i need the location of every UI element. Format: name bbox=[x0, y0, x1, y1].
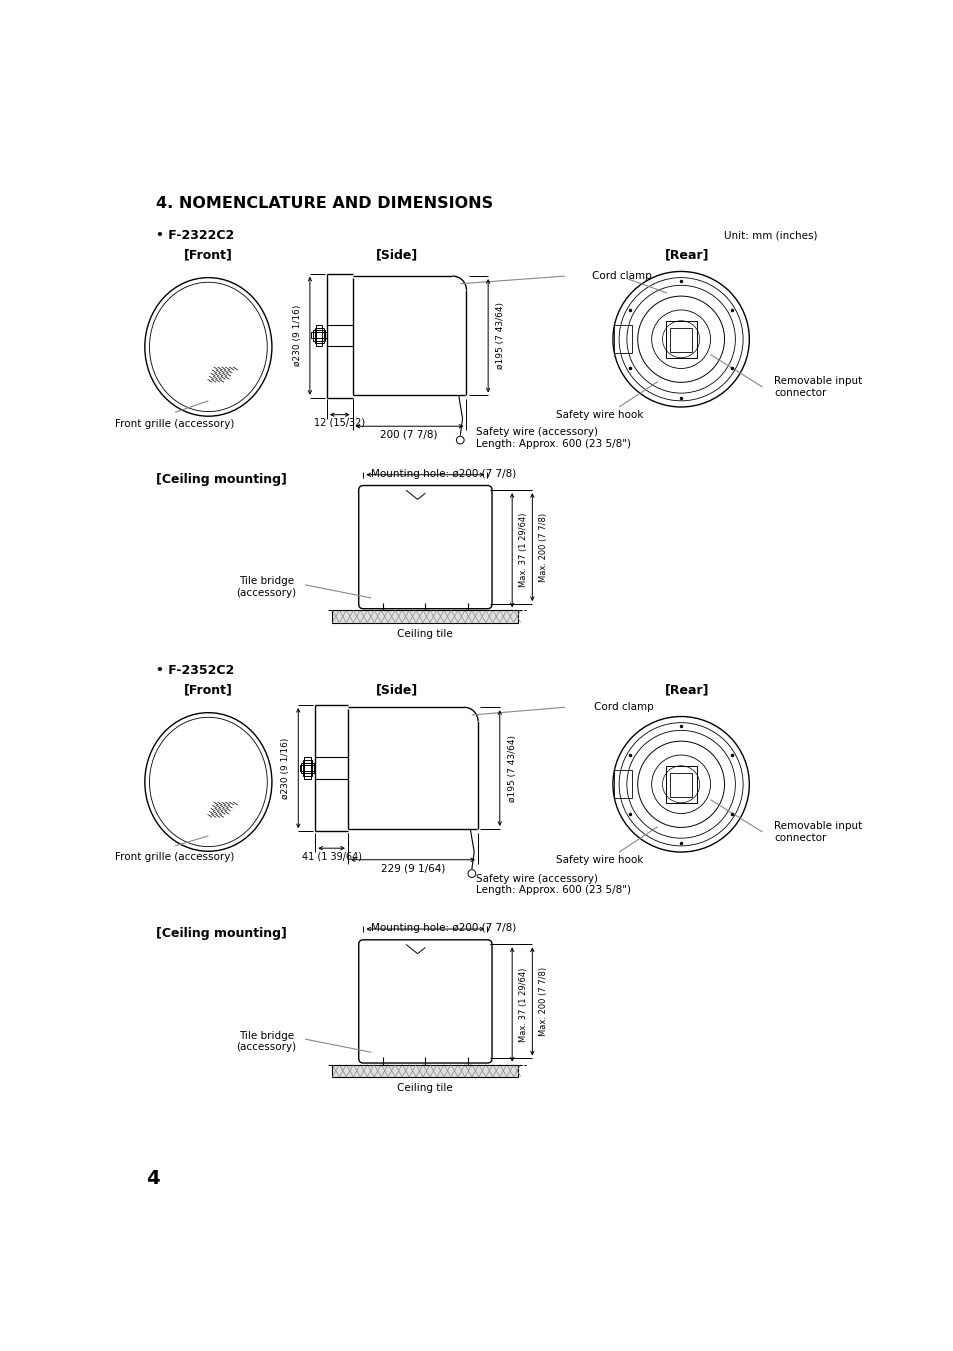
Text: Safety wire hook: Safety wire hook bbox=[556, 409, 642, 420]
Text: Cord clamp: Cord clamp bbox=[592, 272, 651, 281]
Bar bbox=[314, 328, 323, 343]
Text: Mounting hole: ø200 (7 7/8): Mounting hole: ø200 (7 7/8) bbox=[371, 923, 516, 934]
Text: ø230 (9 1/16): ø230 (9 1/16) bbox=[281, 738, 290, 798]
Text: Cord clamp: Cord clamp bbox=[593, 703, 653, 712]
Text: [Ceiling mounting]: [Ceiling mounting] bbox=[156, 473, 287, 486]
Text: ø230 (9 1/16): ø230 (9 1/16) bbox=[293, 305, 302, 366]
Bar bbox=[332, 1065, 517, 1077]
Text: [Rear]: [Rear] bbox=[664, 684, 709, 696]
Text: 4. NOMENCLATURE AND DIMENSIONS: 4. NOMENCLATURE AND DIMENSIONS bbox=[156, 196, 493, 211]
Text: Max. 200 (7 7/8): Max. 200 (7 7/8) bbox=[538, 967, 547, 1036]
Text: Max. 37 (1 29/64): Max. 37 (1 29/64) bbox=[518, 967, 527, 1042]
Text: Front grille (accessory): Front grille (accessory) bbox=[115, 419, 234, 428]
Text: [Front]: [Front] bbox=[184, 684, 233, 696]
Text: Safety wire (accessory)
Length: Approx. 600 (23 5/8"): Safety wire (accessory) Length: Approx. … bbox=[476, 874, 630, 896]
Text: [Front]: [Front] bbox=[184, 249, 233, 261]
Text: Removable input
connector: Removable input connector bbox=[773, 376, 862, 397]
Bar bbox=[670, 774, 691, 797]
Text: ø195 (7 43/64): ø195 (7 43/64) bbox=[496, 301, 504, 369]
Bar bbox=[614, 770, 631, 798]
Text: [Side]: [Side] bbox=[375, 249, 417, 261]
Bar bbox=[311, 332, 327, 339]
Text: Max. 200 (7 7/8): Max. 200 (7 7/8) bbox=[538, 512, 547, 582]
Bar bbox=[614, 326, 631, 353]
Text: Front grille (accessory): Front grille (accessory) bbox=[115, 852, 234, 862]
Text: Mounting hole: ø200 (7 7/8): Mounting hole: ø200 (7 7/8) bbox=[371, 469, 516, 480]
Bar bbox=[313, 330, 325, 340]
Text: Tile bridge
(accessory): Tile bridge (accessory) bbox=[236, 1031, 296, 1052]
Text: [Side]: [Side] bbox=[375, 684, 417, 696]
Text: Unit: mm (inches): Unit: mm (inches) bbox=[723, 230, 817, 240]
Bar bbox=[670, 328, 691, 351]
Text: 41 (1 39/64): 41 (1 39/64) bbox=[301, 851, 361, 862]
Bar bbox=[315, 324, 322, 346]
Text: Safety wire (accessory)
Length: Approx. 600 (23 5/8"): Safety wire (accessory) Length: Approx. … bbox=[476, 427, 630, 449]
Text: [Ceiling mounting]: [Ceiling mounting] bbox=[156, 927, 287, 940]
Bar bbox=[303, 761, 312, 775]
Text: 12 (15/32): 12 (15/32) bbox=[314, 417, 365, 427]
Text: 229 (9 1/64): 229 (9 1/64) bbox=[380, 863, 445, 873]
Text: ø195 (7 43/64): ø195 (7 43/64) bbox=[507, 735, 517, 801]
Bar bbox=[301, 763, 314, 774]
Bar bbox=[299, 765, 315, 771]
Text: Tile bridge
(accessory): Tile bridge (accessory) bbox=[236, 577, 296, 598]
Text: 200 (7 7/8): 200 (7 7/8) bbox=[380, 430, 437, 439]
Text: Removable input
connector: Removable input connector bbox=[773, 821, 862, 843]
Bar bbox=[665, 320, 696, 358]
Text: • F-2352C2: • F-2352C2 bbox=[156, 663, 234, 677]
Text: [Rear]: [Rear] bbox=[664, 249, 709, 261]
Bar bbox=[304, 758, 311, 780]
Text: Safety wire hook: Safety wire hook bbox=[556, 855, 642, 865]
Text: Max. 37 (1 29/64): Max. 37 (1 29/64) bbox=[518, 513, 527, 588]
Text: Ceiling tile: Ceiling tile bbox=[397, 630, 453, 639]
Text: 4: 4 bbox=[146, 1169, 160, 1188]
Text: Ceiling tile: Ceiling tile bbox=[397, 1084, 453, 1093]
Bar bbox=[332, 611, 517, 623]
Bar bbox=[665, 766, 696, 802]
Text: • F-2322C2: • F-2322C2 bbox=[156, 228, 234, 242]
